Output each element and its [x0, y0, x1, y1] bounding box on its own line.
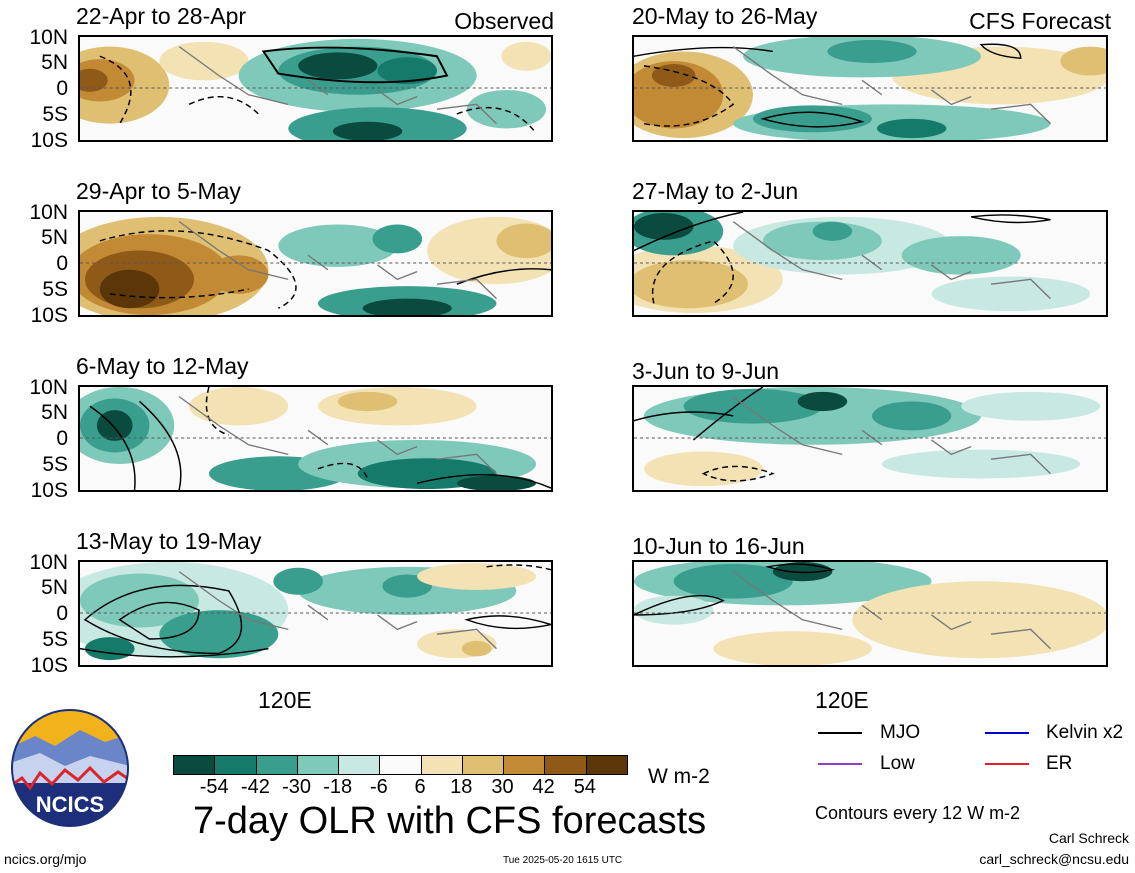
olr-field [80, 387, 551, 490]
panel-tag-observed: Observed [454, 8, 554, 34]
y-tick: 10S [30, 479, 68, 502]
olr-map [78, 560, 553, 667]
footer-email[interactable]: carl_schreck@ncsu.edu [979, 851, 1129, 867]
colorbar-swatch [420, 756, 462, 774]
olr-field [634, 562, 1106, 665]
y-tick: 5S [42, 278, 68, 301]
colorbar-swatch [379, 756, 421, 774]
y-tick: 10N [29, 26, 68, 49]
legend-line-low [818, 763, 862, 765]
colorbar-unit: W m-2 [648, 765, 710, 788]
y-tick: 10N [29, 376, 68, 399]
colorbar-swatch [174, 756, 215, 774]
olr-map [78, 385, 553, 492]
legend-label-mjo: MJO [880, 722, 921, 743]
y-tick: 0 [56, 427, 68, 450]
olr-field [634, 387, 1106, 490]
olr-field [80, 37, 551, 140]
y-tick: 5N [41, 401, 68, 424]
panel-title: 27-May to 2-Jun [632, 178, 799, 204]
ncics-logo: NCICS [10, 708, 130, 828]
panel-title: 13-May to 19-May [76, 528, 262, 554]
y-tick: 5S [42, 628, 68, 651]
colorbar-label: -18 [323, 776, 353, 798]
colorbar-swatch [338, 756, 380, 774]
panel-tag-forecast: CFS Forecast [969, 8, 1111, 34]
colorbar-swatch [544, 756, 586, 774]
olr-map [78, 35, 553, 142]
panel-title: 29-Apr to 5-May [76, 178, 241, 204]
y-tick: 5N [41, 226, 68, 249]
colorbar-label: 30 [491, 776, 514, 798]
y-tick: 10S [30, 654, 68, 677]
colorbar-label: -30 [282, 776, 311, 798]
colorbar-swatch [585, 756, 627, 774]
logo-text: NCICS [35, 792, 105, 817]
colorbar-swatch [503, 756, 545, 774]
colorbar [173, 755, 628, 775]
olr-map [632, 35, 1108, 142]
legend-label-kelvin: Kelvin x2 [1046, 722, 1124, 743]
main-title: 7-day OLR with CFS forecasts [193, 800, 707, 842]
legend-label-er: ER [1046, 753, 1073, 774]
colorbar-swatch [255, 756, 297, 774]
y-tick: 10N [29, 201, 68, 224]
colorbar-label: -6 [370, 776, 388, 798]
panel-title: 10-Jun to 16-Jun [632, 533, 805, 559]
x-tick-right: 120E [815, 687, 869, 713]
olr-field [80, 212, 551, 315]
olr-field [634, 37, 1106, 140]
panel-title: 3-Jun to 9-Jun [632, 358, 780, 384]
y-tick: 10S [30, 129, 68, 152]
olr-map [78, 210, 553, 317]
y-tick: 5N [41, 576, 68, 599]
colorbar-label: 54 [573, 776, 596, 798]
ncics-logo-graphic [11, 709, 129, 827]
olr-field [634, 212, 1106, 315]
colorbar-label: 42 [532, 776, 555, 798]
panel-title: 22-Apr to 28-Apr [76, 3, 247, 29]
footer-author: Carl Schreck [1048, 830, 1129, 846]
legend-line-kelvin [985, 732, 1029, 734]
x-tick-left: 120E [258, 687, 312, 713]
legend-line-mjo [818, 732, 862, 734]
olr-map [632, 385, 1108, 492]
footer-timestamp: Tue 2025-05-20 1615 UTC [503, 855, 623, 866]
colorbar-label: 6 [414, 776, 426, 798]
colorbar-label: -54 [199, 776, 229, 798]
panel-title: 20-May to 26-May [632, 3, 818, 29]
panel-title: 6-May to 12-May [76, 353, 249, 379]
legend-line-er [985, 763, 1029, 765]
y-tick: 5S [42, 453, 68, 476]
colorbar-swatch [296, 756, 339, 774]
colorbar-swatch [461, 756, 504, 774]
y-tick: 0 [56, 77, 68, 100]
footer-url[interactable]: ncics.org/mjo [4, 851, 87, 867]
y-tick: 0 [56, 252, 68, 275]
contours-note: Contours every 12 W m-2 [815, 803, 1021, 823]
y-tick: 5N [41, 51, 68, 74]
y-tick: 0 [56, 602, 68, 625]
y-tick: 10S [30, 304, 68, 327]
olr-field [80, 562, 551, 665]
colorbar-swatch [214, 756, 256, 774]
y-tick: 5S [42, 103, 68, 126]
y-tick: 10N [29, 551, 68, 574]
olr-map [632, 210, 1108, 317]
colorbar-label: -42 [240, 776, 270, 798]
olr-map [632, 560, 1108, 667]
colorbar-label: 18 [450, 776, 473, 798]
legend-label-low: Low [880, 753, 915, 774]
